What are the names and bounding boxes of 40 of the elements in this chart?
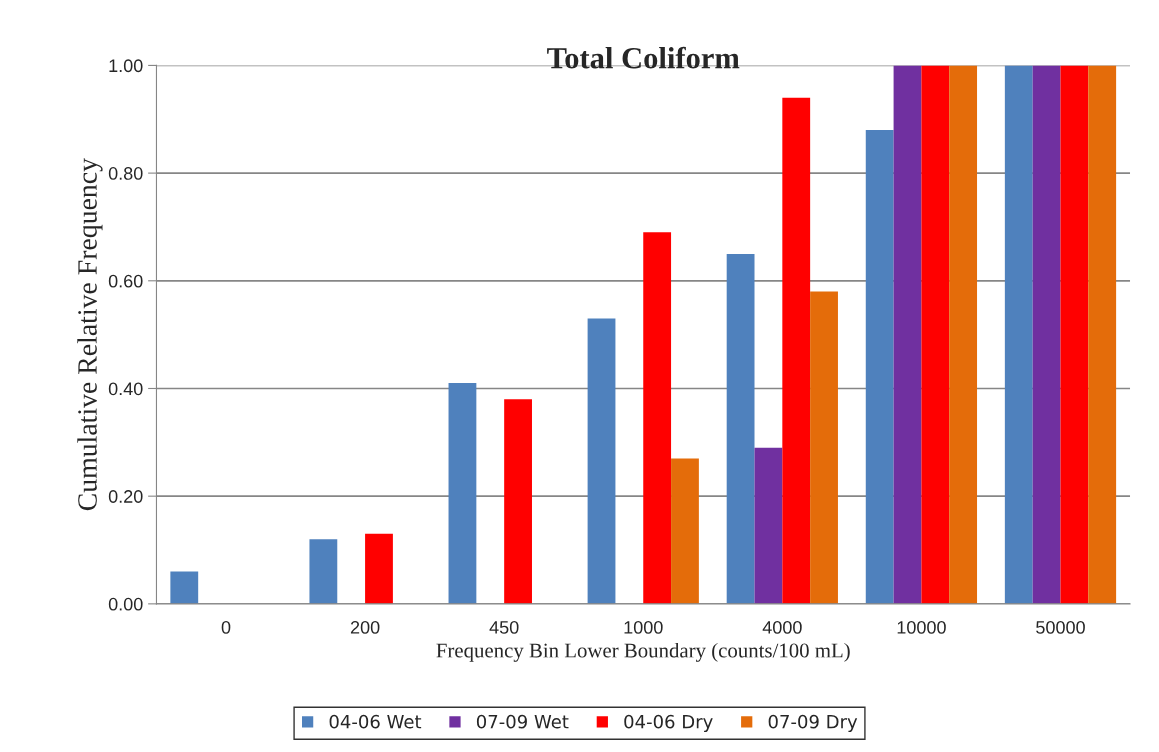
y-tick-label: 0.80 [108, 167, 143, 180]
chart-title: Total Coliform [547, 46, 740, 69]
bar [671, 458, 699, 604]
x-tick-label: 1000 [624, 621, 663, 634]
bar [1032, 65, 1061, 604]
legend-label: 04-06 Wet [329, 714, 422, 729]
y-tick-label: 0.00 [108, 597, 143, 611]
bar [365, 533, 393, 604]
bar [170, 571, 199, 604]
bar [1004, 65, 1033, 604]
bar [921, 65, 950, 604]
x-tick-label: 0 [221, 621, 231, 634]
bar [504, 399, 532, 604]
bar [309, 539, 338, 604]
y-axis-title: Cumulative Relative Frequency [77, 158, 103, 511]
y-tick-label: 0.60 [108, 274, 143, 288]
x-tick-label: 200 [350, 621, 380, 634]
bar [643, 232, 672, 604]
x-tick-label: 450 [489, 621, 519, 634]
legend-label: 07-09 Wet [476, 714, 569, 729]
bar [754, 447, 783, 604]
bar [448, 383, 477, 604]
x-tick-label: 10000 [897, 621, 946, 634]
x-axis-title: Frequency Bin Lower Boundary (counts/100 mL) [436, 642, 850, 662]
legend-label: 07-09 Dry [768, 714, 858, 732]
x-tick-label: 50000 [1036, 621, 1085, 634]
bar [865, 130, 894, 604]
y-tick-label: 1.00 [109, 59, 143, 73]
bar [810, 291, 838, 604]
bar [782, 97, 811, 604]
bar [893, 65, 922, 604]
y-tick-label: 0.40 [108, 382, 143, 396]
x-tick-label: 4000 [762, 621, 802, 634]
y-tick-label: 0.20 [108, 490, 143, 503]
bar [587, 318, 616, 604]
bar [726, 253, 755, 604]
bar [1060, 65, 1089, 604]
bar [949, 65, 978, 604]
bar [1088, 65, 1117, 604]
legend-label: 04-06 Dry [624, 714, 713, 732]
